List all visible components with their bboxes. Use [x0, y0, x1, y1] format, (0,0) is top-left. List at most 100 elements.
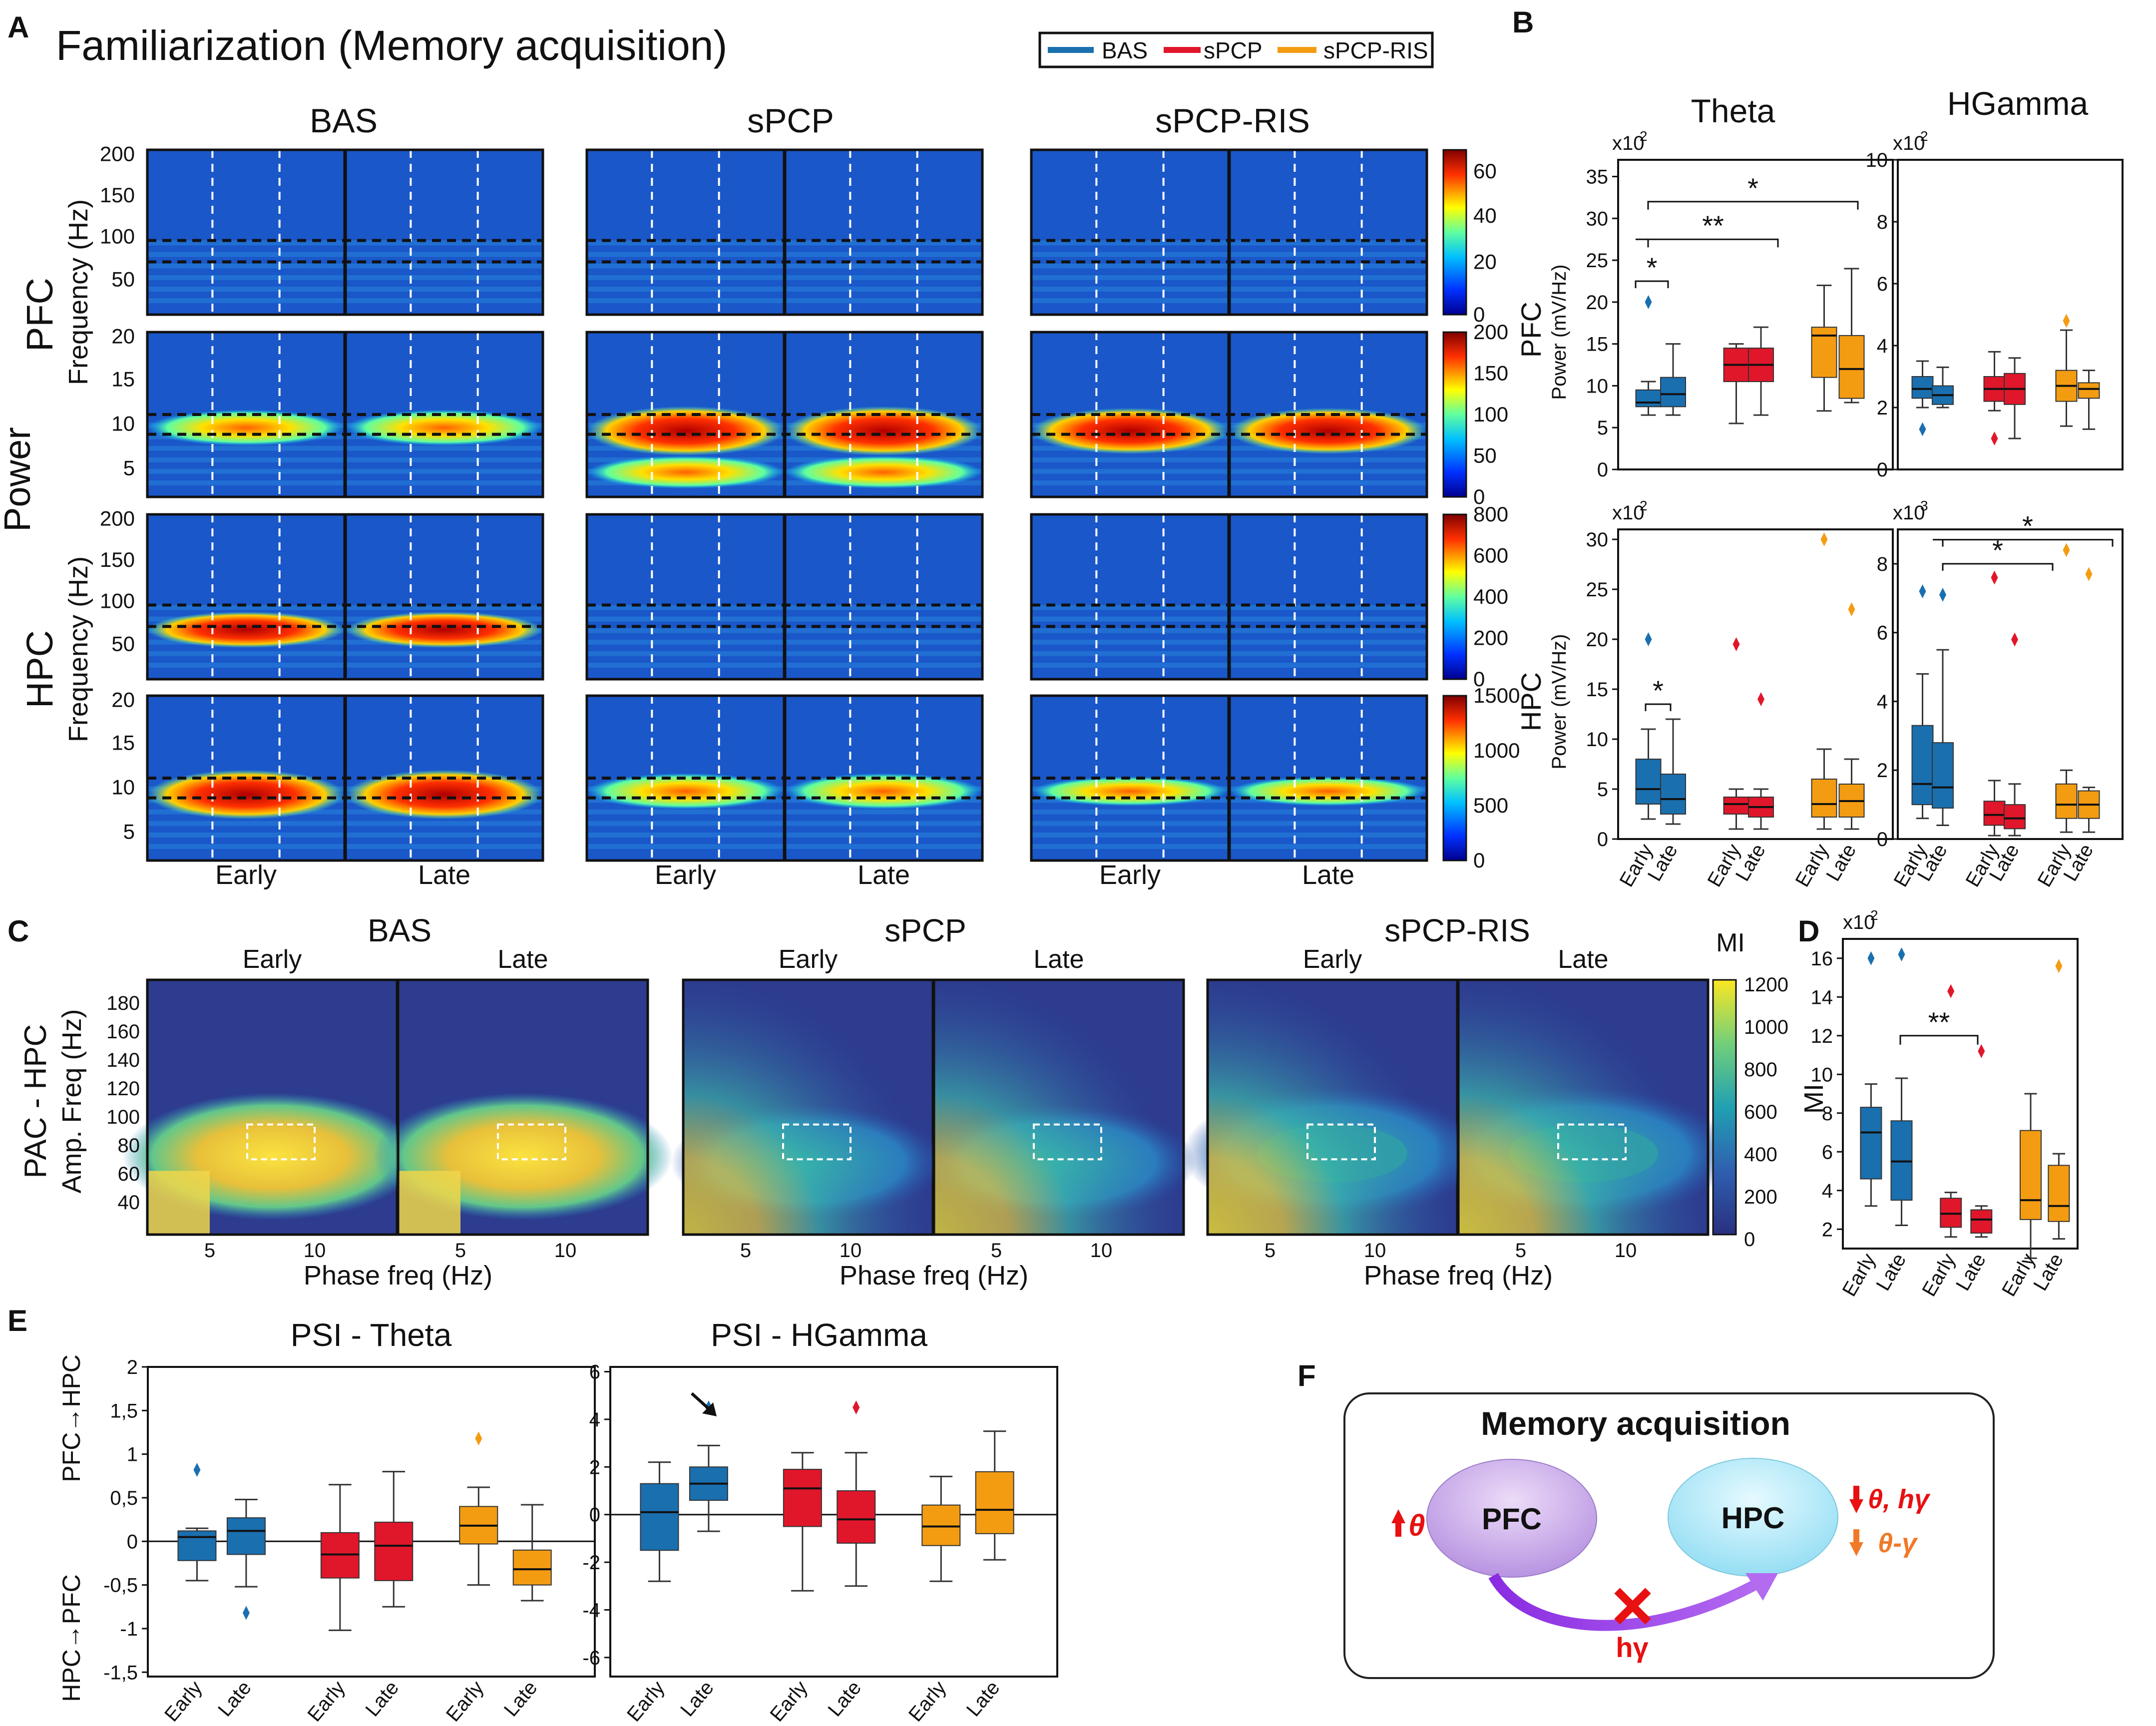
freq-axis-label-pfc: Frequency (Hz)	[63, 199, 93, 385]
x-label: Early	[160, 1677, 206, 1726]
significance-bracket	[1899, 1035, 1979, 1045]
pac-x-tick: 5	[1515, 1240, 1526, 1262]
panel-b-row-hpc: HPC	[1515, 672, 1547, 731]
y-tick-label: 2	[589, 1456, 600, 1478]
pac-sub-title: Late	[497, 945, 548, 974]
psi-theta-title: PSI - Theta	[291, 1317, 452, 1353]
spectrogram-texture	[147, 480, 345, 485]
spectrogram-texture	[1031, 480, 1229, 485]
psi-hgamma-title: PSI - HGamma	[711, 1317, 927, 1353]
spectrogram-texture	[785, 263, 982, 269]
box	[1860, 1107, 1882, 1180]
pac-sub-title: Early	[779, 945, 838, 974]
spectrogram-hotspot	[147, 410, 345, 446]
panel-e-letter: E	[7, 1304, 27, 1337]
colorbar-tick-label: 20	[1473, 250, 1497, 273]
y-tick-label: 6	[1822, 1141, 1833, 1163]
panel-f-bottom-label: hγ	[1616, 1632, 1648, 1663]
pac-xlabel: Phase freq (Hz)	[840, 1261, 1028, 1291]
outlier	[2063, 314, 2070, 328]
spectrogram-hotspot	[785, 455, 982, 489]
significance-bracket	[1942, 539, 2114, 547]
x-label: Early	[1998, 1250, 2040, 1300]
row-label-power: Power	[0, 427, 38, 532]
x-label-late: Late	[1302, 860, 1354, 890]
y-tick-label: 10	[1866, 149, 1888, 171]
pac-colorbar-tick: 400	[1744, 1144, 1777, 1166]
y-tick-label: 4	[1877, 335, 1888, 357]
freq-axis-label-hpc: Frequency (Hz)	[63, 556, 93, 742]
panel-f-title: Memory acquisition	[1481, 1405, 1790, 1442]
pac-x-tick: 10	[554, 1240, 577, 1262]
spectrogram-texture	[785, 616, 982, 622]
outlier	[193, 1463, 201, 1477]
outlier	[1867, 951, 1875, 965]
x-label: Late	[2029, 1250, 2068, 1294]
axis-scale-exp: 2	[1870, 907, 1878, 923]
spectrogram-texture	[1031, 263, 1229, 269]
pac-colorbar-tick: 600	[1744, 1101, 1777, 1123]
freq-tick-label: 150	[100, 183, 135, 207]
pac-y-tick: 140	[106, 1049, 140, 1071]
pfc-node-label: PFC	[1482, 1502, 1542, 1536]
spectrogram-texture	[346, 832, 543, 838]
psi-ylabel-top: PFC→HPC	[57, 1354, 85, 1482]
connection-arrow	[1488, 1573, 1761, 1631]
spectrogram-frame	[1228, 148, 1428, 316]
y-tick-label: 12	[1811, 1025, 1833, 1047]
pac-x-tick: 10	[840, 1240, 862, 1262]
spectrogram-texture	[1031, 821, 1229, 826]
panel-d-ylabel: MI	[1799, 1084, 1829, 1114]
spectrogram-texture	[1230, 844, 1427, 849]
spectrogram-texture	[587, 832, 784, 838]
panel-c-letter: C	[7, 914, 29, 948]
spectrogram-colorbars: 6040200200150100500800600400200015001000…	[1442, 149, 1520, 872]
spectrogram-texture	[1230, 468, 1427, 474]
axis-scale: x10	[1612, 502, 1645, 524]
panel-b-hgamma-title: HGamma	[1947, 85, 2089, 122]
y-tick-label: 0	[1877, 459, 1888, 481]
outlier	[1645, 632, 1652, 646]
spectrogram-texture	[785, 832, 982, 838]
spectrogram-texture	[346, 275, 543, 280]
y-tick-label: 10	[1586, 375, 1609, 397]
outlier	[1848, 602, 1855, 616]
y-tick-label: 8	[1877, 211, 1888, 233]
y-tick-label: 1,5	[110, 1400, 138, 1422]
pac-x-tick: 10	[1615, 1240, 1637, 1262]
spectrogram-texture	[147, 832, 345, 838]
axis-scale: x10	[1843, 911, 1875, 933]
spectrogram-bg	[147, 150, 345, 315]
colorbar-tick-label: 60	[1473, 159, 1497, 183]
spectrogram-texture	[147, 240, 345, 246]
axis-scale: x10	[1893, 502, 1925, 524]
pac-y-tick: 80	[118, 1135, 140, 1157]
spectrogram-texture	[147, 298, 345, 303]
y-tick-label: 20	[1586, 292, 1609, 314]
y-tick-label: 25	[1586, 579, 1609, 601]
x-label: Early	[904, 1677, 950, 1726]
spectrogram-bg	[1031, 514, 1229, 679]
plot-frame	[1617, 159, 1894, 470]
outlier	[1732, 637, 1740, 651]
spectrogram-texture	[346, 468, 543, 474]
spectrogram-texture	[587, 651, 784, 656]
spectrogram-hotspot	[785, 406, 982, 456]
spectrogram-texture	[1230, 809, 1427, 815]
freq-tick-label: 5	[123, 820, 135, 844]
outlier	[1947, 984, 1955, 998]
spectrogram-frame	[784, 148, 984, 316]
spectrogram-texture	[346, 480, 543, 485]
hpc-node-label: HPC	[1722, 1501, 1785, 1535]
outlier	[1991, 432, 1998, 445]
colorbar-tick-label: 1000	[1473, 739, 1520, 762]
pac-ylabel-2: Amp. Freq (Hz)	[57, 1009, 87, 1193]
axis-scale-exp: 2	[1640, 498, 1648, 513]
spectrogram-texture	[1230, 298, 1427, 303]
freq-tick-label: 200	[100, 507, 135, 530]
pac-xlabel: Phase freq (Hz)	[1364, 1261, 1553, 1291]
y-tick-label: -1	[120, 1618, 138, 1640]
spectrogram-texture	[1031, 468, 1229, 474]
spectrogram-hotspot	[587, 406, 784, 456]
